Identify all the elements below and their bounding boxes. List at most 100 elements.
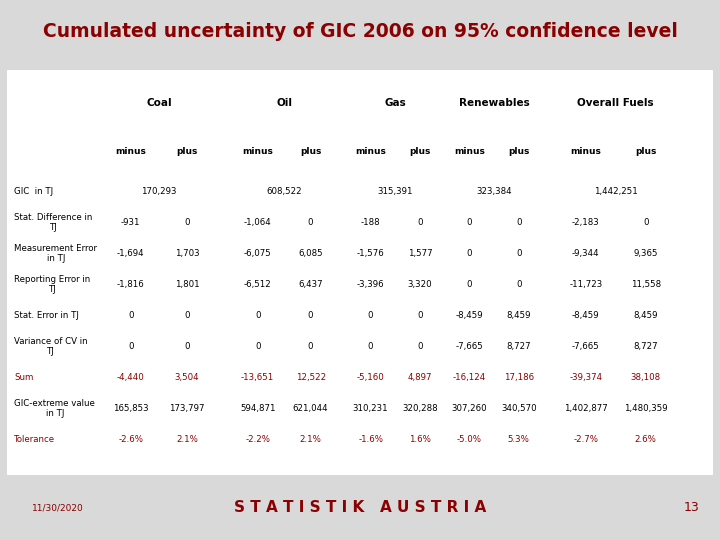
Text: -16,124: -16,124 (453, 373, 486, 382)
Text: Stat. Error in TJ: Stat. Error in TJ (14, 311, 79, 320)
Text: 307,260: 307,260 (451, 404, 487, 413)
Text: 6,437: 6,437 (298, 280, 323, 289)
Text: 0: 0 (255, 311, 261, 320)
Text: S T A T I S T I K   A U S T R I A: S T A T I S T I K A U S T R I A (234, 500, 486, 515)
Text: -1,694: -1,694 (117, 249, 145, 258)
Text: 0: 0 (184, 311, 190, 320)
Text: -1,064: -1,064 (244, 218, 271, 227)
Text: 13: 13 (683, 501, 699, 514)
Text: 1.6%: 1.6% (409, 435, 431, 444)
Text: 11/30/2020: 11/30/2020 (32, 503, 84, 512)
Text: 1,703: 1,703 (175, 249, 199, 258)
Text: Variance of CV in
TJ: Variance of CV in TJ (14, 337, 88, 356)
Text: 8,459: 8,459 (506, 311, 531, 320)
Text: plus: plus (409, 147, 431, 156)
Text: Reporting Error in
TJ: Reporting Error in TJ (14, 275, 91, 294)
Text: Coal: Coal (146, 98, 171, 107)
Text: 1,480,359: 1,480,359 (624, 404, 667, 413)
Text: -2.6%: -2.6% (118, 435, 143, 444)
Text: 12,522: 12,522 (295, 373, 325, 382)
Text: 1,402,877: 1,402,877 (564, 404, 608, 413)
Text: 3,320: 3,320 (408, 280, 432, 289)
Text: -7,665: -7,665 (456, 342, 483, 351)
Text: -39,374: -39,374 (570, 373, 603, 382)
Text: -2,183: -2,183 (572, 218, 600, 227)
Text: 0: 0 (184, 218, 190, 227)
Text: 170,293: 170,293 (141, 187, 176, 196)
Text: 0: 0 (368, 342, 374, 351)
Text: 11,558: 11,558 (631, 280, 661, 289)
Text: 6,085: 6,085 (298, 249, 323, 258)
Text: minus: minus (355, 147, 386, 156)
Text: 8,727: 8,727 (634, 342, 658, 351)
Text: GIC  in TJ: GIC in TJ (14, 187, 53, 196)
Text: 2.1%: 2.1% (300, 435, 322, 444)
Text: -5.0%: -5.0% (457, 435, 482, 444)
Text: 0: 0 (516, 280, 521, 289)
Text: 4,897: 4,897 (408, 373, 432, 382)
Text: 5.3%: 5.3% (508, 435, 530, 444)
Text: -931: -931 (121, 218, 140, 227)
Text: minus: minus (570, 147, 601, 156)
Text: 0: 0 (308, 218, 313, 227)
Text: 8,459: 8,459 (634, 311, 658, 320)
Text: -6,512: -6,512 (244, 280, 271, 289)
Text: -7,665: -7,665 (572, 342, 600, 351)
Text: 621,044: 621,044 (293, 404, 328, 413)
Text: 0: 0 (308, 342, 313, 351)
Text: -8,459: -8,459 (456, 311, 483, 320)
Text: 0: 0 (128, 311, 133, 320)
Text: 1,577: 1,577 (408, 249, 432, 258)
Text: 0: 0 (308, 311, 313, 320)
Text: Sum: Sum (14, 373, 34, 382)
Text: 0: 0 (467, 280, 472, 289)
Text: plus: plus (300, 147, 321, 156)
Text: 0: 0 (128, 342, 133, 351)
Text: GIC-extreme value
in TJ: GIC-extreme value in TJ (14, 399, 95, 418)
Text: 3,504: 3,504 (175, 373, 199, 382)
Text: Gas: Gas (384, 98, 406, 107)
Text: 173,797: 173,797 (169, 404, 205, 413)
Text: Oil: Oil (276, 98, 292, 107)
Text: -4,440: -4,440 (117, 373, 145, 382)
Text: 608,522: 608,522 (266, 187, 302, 196)
Text: 0: 0 (417, 342, 423, 351)
Text: 0: 0 (184, 342, 190, 351)
Text: 0: 0 (417, 218, 423, 227)
Text: 594,871: 594,871 (240, 404, 276, 413)
Text: Overall Fuels: Overall Fuels (577, 98, 654, 107)
Text: 0: 0 (255, 342, 261, 351)
Text: -6,075: -6,075 (244, 249, 271, 258)
Text: -11,723: -11,723 (570, 280, 603, 289)
Text: 310,231: 310,231 (353, 404, 388, 413)
Text: minus: minus (454, 147, 485, 156)
Text: Measurement Error
in TJ: Measurement Error in TJ (14, 244, 97, 264)
Text: -188: -188 (361, 218, 380, 227)
Text: 0: 0 (516, 218, 521, 227)
Text: 0: 0 (467, 249, 472, 258)
Text: -1.6%: -1.6% (358, 435, 383, 444)
Text: 2.1%: 2.1% (176, 435, 198, 444)
Text: 0: 0 (643, 218, 649, 227)
Text: plus: plus (508, 147, 529, 156)
Text: Renewables: Renewables (459, 98, 529, 107)
Text: Tolerance: Tolerance (14, 435, 55, 444)
Text: -1,816: -1,816 (117, 280, 145, 289)
Text: 315,391: 315,391 (377, 187, 413, 196)
Text: -2.2%: -2.2% (246, 435, 270, 444)
Text: -9,344: -9,344 (572, 249, 600, 258)
Text: 0: 0 (467, 218, 472, 227)
Text: plus: plus (176, 147, 198, 156)
Text: Cumulated uncertainty of GIC 2006 on 95% confidence level: Cumulated uncertainty of GIC 2006 on 95%… (42, 22, 678, 41)
Text: 17,186: 17,186 (504, 373, 534, 382)
Text: 323,384: 323,384 (476, 187, 512, 196)
Text: -5,160: -5,160 (356, 373, 384, 382)
Text: 9,365: 9,365 (634, 249, 658, 258)
Text: 38,108: 38,108 (631, 373, 661, 382)
Text: 165,853: 165,853 (113, 404, 148, 413)
Text: 320,288: 320,288 (402, 404, 438, 413)
Text: Stat. Difference in
TJ: Stat. Difference in TJ (14, 213, 93, 232)
Text: 0: 0 (417, 311, 423, 320)
Text: 340,570: 340,570 (501, 404, 536, 413)
Text: -2.7%: -2.7% (573, 435, 598, 444)
